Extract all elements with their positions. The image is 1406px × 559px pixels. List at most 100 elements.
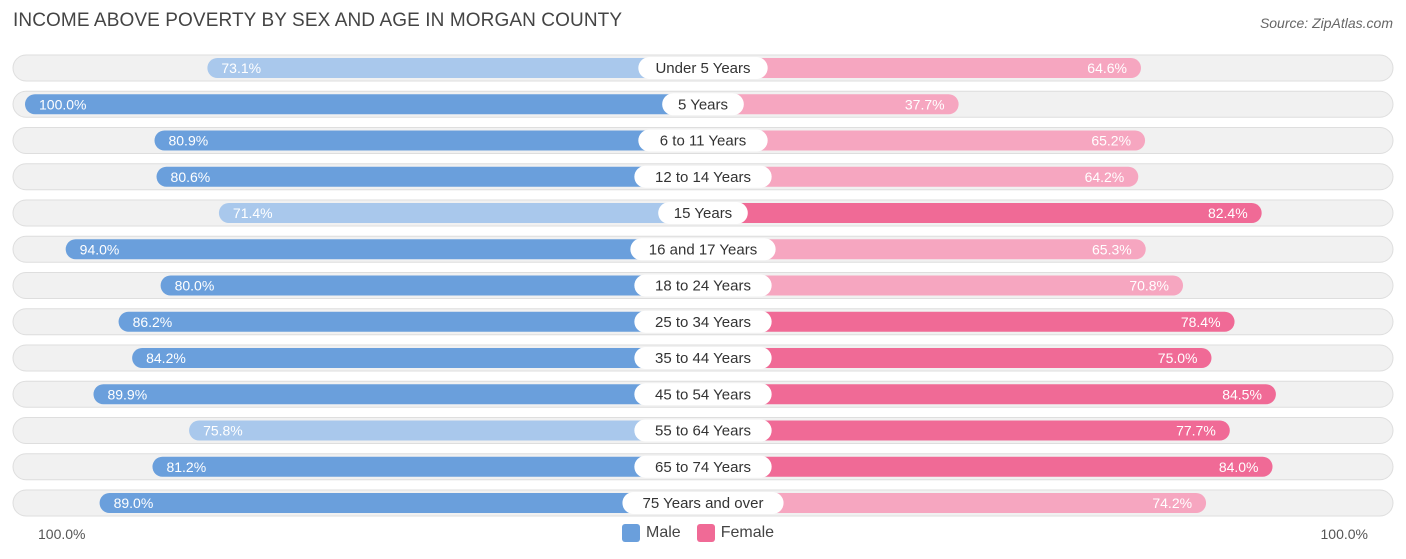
bar-female bbox=[703, 203, 1262, 223]
bar-male bbox=[160, 275, 704, 296]
bar-female bbox=[703, 94, 959, 115]
bar-female bbox=[703, 311, 1235, 332]
bar-male bbox=[118, 311, 703, 332]
data-label-female: 65.2% bbox=[1091, 133, 1131, 149]
bar-female bbox=[703, 420, 1230, 441]
category-label: 6 to 11 Years bbox=[660, 133, 746, 150]
bar-row: 71.4% 82.4% 15 Years bbox=[12, 199, 1394, 227]
category-pill bbox=[634, 347, 772, 369]
category-label: 35 to 44 Years bbox=[655, 350, 751, 367]
data-label-female: 65.3% bbox=[1092, 241, 1132, 257]
legend: Male Female bbox=[622, 524, 790, 542]
category-pill bbox=[638, 129, 768, 152]
axis-right-label: 100.0% bbox=[1320, 526, 1368, 542]
category-label: 75 Years and over bbox=[643, 495, 764, 512]
bar-female bbox=[703, 166, 1139, 187]
legend-item-female: Female bbox=[696, 524, 775, 542]
bar-row: 73.1% 64.6% Under 5 Years bbox=[12, 54, 1394, 82]
category-pill bbox=[634, 310, 772, 333]
bar-female bbox=[703, 239, 1146, 260]
category-pill bbox=[622, 492, 784, 514]
data-label-male: 89.0% bbox=[114, 495, 154, 511]
bar-row: 100.0% 37.7% 5 Years bbox=[12, 90, 1394, 118]
bar-row: 94.0% 65.3% 16 and 17 Years bbox=[12, 235, 1394, 263]
legend-label-male: Male bbox=[646, 524, 681, 541]
bar-row: 89.9% 84.5% 45 to 54 Years bbox=[12, 380, 1394, 408]
legend-label-female: Female bbox=[720, 524, 775, 541]
category-label: 16 and 17 Years bbox=[649, 241, 757, 258]
data-label-female: 84.0% bbox=[1219, 459, 1259, 475]
data-label-male: 86.2% bbox=[133, 314, 173, 330]
category-pill bbox=[634, 455, 772, 478]
category-pill bbox=[638, 57, 768, 79]
category-pill bbox=[634, 165, 772, 188]
category-label: Under 5 Years bbox=[655, 60, 750, 77]
data-label-male: 100.0% bbox=[39, 96, 86, 112]
legend-swatch-male bbox=[622, 524, 640, 542]
bar-male bbox=[156, 166, 704, 187]
bar-male bbox=[93, 384, 703, 405]
bar-male bbox=[132, 348, 703, 368]
data-label-male: 81.2% bbox=[166, 459, 206, 475]
bar-male bbox=[65, 239, 704, 260]
data-label-female: 75.0% bbox=[1158, 350, 1198, 366]
data-label-male: 94.0% bbox=[80, 241, 120, 257]
bar-row: 89.0% 74.2% 75 Years and over bbox=[12, 489, 1394, 517]
bar-male bbox=[25, 94, 703, 115]
bar-female bbox=[703, 456, 1273, 477]
bar-male bbox=[189, 420, 704, 441]
data-label-male: 80.0% bbox=[175, 278, 215, 294]
bar-row: 86.2% 78.4% 25 to 34 Years bbox=[12, 308, 1394, 336]
legend-swatch-female bbox=[696, 524, 715, 542]
category-label: 45 to 54 Years bbox=[655, 386, 751, 403]
data-label-female: 77.7% bbox=[1176, 423, 1216, 439]
data-label-female: 82.4% bbox=[1208, 205, 1248, 221]
category-pill bbox=[634, 383, 772, 406]
bar-row: 81.2% 84.0% 65 to 74 Years bbox=[12, 453, 1394, 481]
data-label-male: 80.9% bbox=[168, 133, 208, 149]
data-label-male: 84.2% bbox=[146, 350, 186, 366]
category-label: 55 to 64 Years bbox=[655, 423, 751, 440]
category-label: 25 to 34 Years bbox=[655, 314, 751, 331]
bar-female bbox=[703, 493, 1207, 513]
bar-male bbox=[99, 493, 703, 513]
data-label-female: 74.2% bbox=[1152, 495, 1192, 511]
data-label-male: 75.8% bbox=[203, 423, 243, 439]
bar-row: 80.6% 64.2% 12 to 14 Years bbox=[12, 163, 1394, 191]
data-label-female: 64.2% bbox=[1085, 169, 1125, 185]
data-label-male: 71.4% bbox=[233, 205, 273, 221]
bar-female bbox=[703, 130, 1146, 151]
bar-female bbox=[703, 348, 1212, 368]
category-pill bbox=[634, 419, 772, 442]
chart-title: INCOME ABOVE POVERTY BY SEX AND AGE IN M… bbox=[13, 10, 623, 31]
axis-left-label: 100.0% bbox=[38, 526, 86, 542]
bar-row: 84.2% 75.0% 35 to 44 Years bbox=[12, 344, 1394, 372]
data-label-female: 64.6% bbox=[1087, 60, 1127, 76]
category-pill bbox=[658, 202, 748, 224]
chart-source: Source: ZipAtlas.com bbox=[1259, 15, 1393, 31]
bar-female bbox=[703, 58, 1141, 78]
data-label-male: 80.6% bbox=[171, 169, 211, 185]
data-label-male: 89.9% bbox=[107, 386, 147, 402]
category-label: 12 to 14 Years bbox=[655, 169, 751, 186]
bar-row: 80.9% 65.2% 6 to 11 Years bbox=[12, 127, 1394, 154]
category-label: 65 to 74 Years bbox=[655, 459, 751, 476]
bar-male bbox=[207, 58, 703, 78]
category-label: 5 Years bbox=[678, 96, 728, 113]
bar-row: 75.8% 77.7% 55 to 64 Years bbox=[12, 417, 1394, 444]
data-label-female: 70.8% bbox=[1129, 278, 1169, 294]
data-label-female: 78.4% bbox=[1181, 314, 1221, 330]
bar-male bbox=[152, 456, 704, 477]
legend-item-male: Male bbox=[622, 524, 681, 542]
data-label-female: 37.7% bbox=[905, 96, 945, 112]
bar-male bbox=[154, 130, 704, 151]
category-pill bbox=[662, 93, 744, 116]
data-label-female: 84.5% bbox=[1222, 386, 1262, 402]
bar-row: 80.0% 70.8% 18 to 24 Years bbox=[12, 272, 1394, 299]
category-label: 18 to 24 Years bbox=[655, 278, 751, 295]
bar-male bbox=[218, 203, 703, 223]
bar-female bbox=[703, 275, 1184, 296]
bar-female bbox=[703, 384, 1276, 405]
category-pill bbox=[630, 238, 776, 261]
